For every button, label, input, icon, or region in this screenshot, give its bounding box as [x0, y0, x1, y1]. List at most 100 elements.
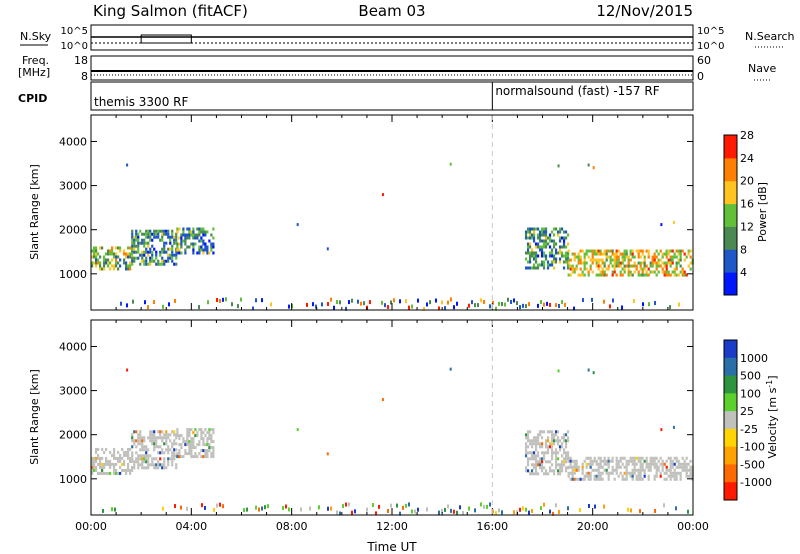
velocity-cell: [151, 460, 154, 464]
power-cell: [169, 235, 172, 239]
velocity-cell: [548, 442, 552, 446]
velocity-cell: [526, 445, 530, 449]
power-cell: [107, 264, 110, 268]
velocity-cell: [131, 468, 134, 472]
power-cell: [589, 267, 592, 271]
velocity-cell: [192, 443, 195, 447]
power-cell: [621, 273, 624, 277]
nave-tick-top: 60: [697, 54, 711, 67]
power-cell: [556, 230, 560, 234]
power-cell: [566, 254, 570, 258]
nsky-tick-bottom: 10^0: [61, 41, 88, 52]
velocity-cell: [165, 448, 168, 452]
velocity-ylabel: Slant Range [km]: [28, 369, 41, 465]
power-cell: [605, 267, 608, 271]
velocity-cell: [609, 459, 612, 463]
velocity-cell: [621, 474, 624, 478]
velocity-cell: [524, 448, 528, 452]
time-axis-label: Time UT: [366, 540, 417, 554]
velocity-cell: [593, 477, 596, 481]
power-cell: [554, 260, 558, 264]
power-cell: [176, 245, 179, 249]
power-cell: [623, 258, 626, 262]
power-cell: [174, 298, 176, 303]
velocity-cell: [188, 431, 191, 435]
velocity-cell: [546, 436, 550, 440]
velocity-cell: [621, 456, 624, 460]
power-cell: [540, 227, 544, 231]
power-cell: [611, 252, 614, 256]
power-cell: [679, 249, 682, 253]
power-cell: [453, 305, 455, 310]
velocity-cell: [210, 440, 213, 444]
velocity-cell: [93, 459, 96, 463]
power-cell: [198, 305, 200, 310]
power-cell: [171, 250, 174, 254]
velocity-cell: [135, 457, 138, 461]
velocity-cell: [595, 468, 598, 472]
power-cell: [673, 252, 676, 256]
velocity-cell: [219, 502, 221, 507]
velocity-cell: [188, 428, 191, 432]
velocity-cell: [145, 445, 148, 449]
velocity-cell: [671, 471, 674, 475]
power-cell: [151, 244, 154, 248]
velocity-cell: [560, 436, 564, 440]
power-cell: [143, 232, 146, 236]
velocity-cell: [564, 457, 568, 461]
power-cell: [685, 273, 688, 277]
power-cell: [111, 264, 114, 268]
power-cell: [639, 249, 642, 253]
power-cell: [216, 297, 218, 302]
power-cell: [679, 270, 682, 274]
velocity-cell: [579, 507, 581, 512]
velocity-cell: [538, 457, 542, 461]
velocity-cell: [139, 442, 142, 446]
velocity-cell: [196, 455, 199, 459]
velocity-cell: [639, 471, 642, 475]
velocity-cell: [653, 474, 656, 478]
velocity-cell: [143, 460, 146, 464]
power-cell: [168, 302, 170, 307]
velocity-cell: [153, 448, 156, 452]
velocity-cell: [532, 442, 536, 446]
power-cell: [554, 251, 558, 255]
colorbar-swatch: [724, 226, 737, 250]
power-cell: [625, 264, 628, 268]
power-cell: [99, 261, 102, 265]
velocity-cell: [171, 454, 174, 458]
velocity-cell: [113, 471, 116, 475]
velocity-cell: [91, 471, 94, 475]
velocity-cell: [593, 468, 596, 472]
power-cell: [542, 266, 546, 270]
power-cell: [125, 252, 128, 256]
power-cell: [137, 238, 140, 242]
velocity-cell: [417, 507, 419, 512]
velocity-cell: [267, 504, 269, 509]
velocity-cell: [660, 428, 663, 432]
velocity-cell: [588, 503, 590, 508]
power-cell: [363, 301, 365, 306]
power-cell: [669, 255, 672, 259]
velocity-cell: [378, 504, 380, 509]
velocity-cell: [591, 468, 594, 472]
power-cell: [175, 235, 178, 239]
velocity-cell: [597, 462, 600, 466]
velocity-cell: [178, 449, 181, 453]
power-cell: [155, 256, 158, 260]
velocity-cell: [208, 431, 211, 435]
velocity-cell: [147, 436, 150, 440]
velocity-cell: [550, 433, 554, 437]
velocity-cell: [627, 459, 630, 463]
power-cell: [613, 252, 616, 256]
y-tick-label: 4000: [59, 135, 87, 148]
power-cell: [540, 263, 544, 267]
velocity-cell: [137, 439, 140, 443]
velocity-cell: [526, 460, 530, 464]
velocity-cell: [689, 471, 692, 475]
velocity-cell: [667, 456, 670, 460]
velocity-cell: [176, 455, 179, 459]
power-cell: [155, 235, 158, 239]
